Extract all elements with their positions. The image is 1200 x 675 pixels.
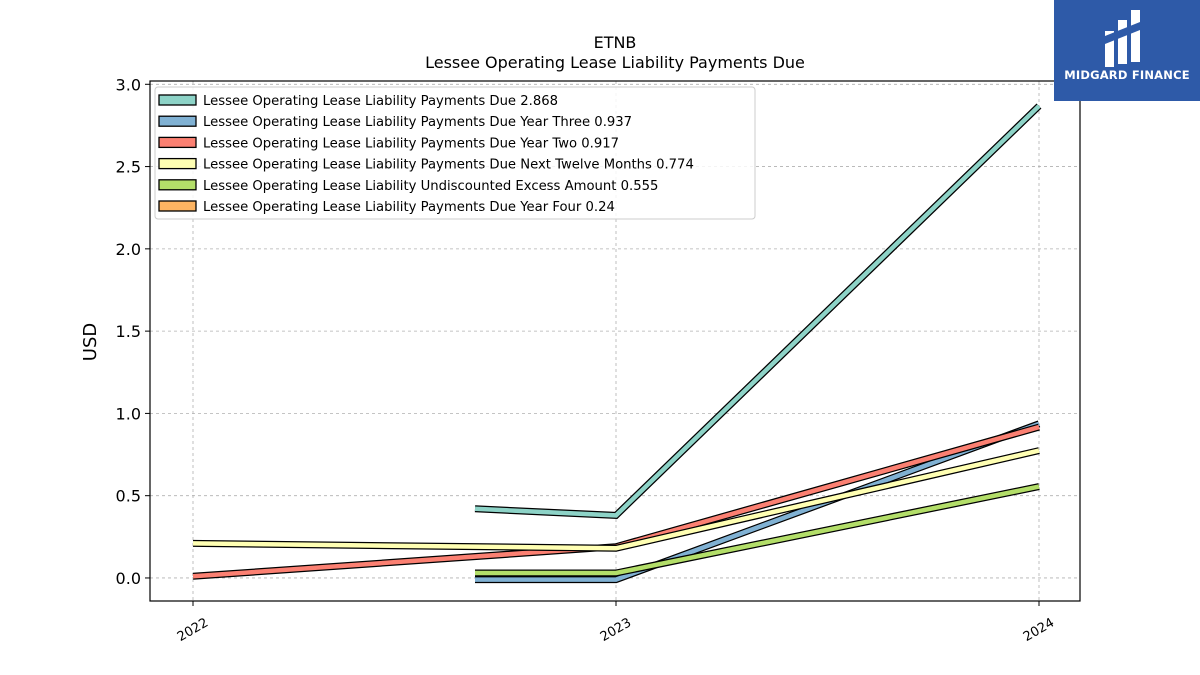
grid-lines [150,81,1080,601]
legend-label: Lessee Operating Lease Liability Payment… [203,158,694,173]
legend-label: Lessee Operating Lease Liability Payment… [203,115,632,130]
chart-title: ETNB [594,33,637,52]
brand-logo: MIDGARD FINANCE [1054,0,1200,101]
y-axis-ticks: 0.0 0.5 1.0 1.5 2.0 2.5 3.0 [116,75,150,588]
y-tick-label: 0.5 [116,487,141,506]
y-tick-label: 2.0 [116,240,141,259]
plot-frame [149,80,1081,602]
x-tick-label: 2023 [598,615,634,645]
y-axis-label: USD [80,323,101,361]
series-line [474,104,1041,518]
y-tick-label: 2.5 [116,158,141,177]
series-line [192,448,1040,551]
series-line [475,484,1040,576]
legend-label: Lessee Operating Lease Liability Payment… [203,200,615,215]
legend-swatch [158,136,197,149]
x-tick-label: 2024 [1021,615,1057,645]
x-axis-ticks: 2022 2023 2024 [175,601,1057,645]
x-tick-label: 2022 [175,615,211,645]
chart-subtitle: Lessee Operating Lease Liability Payment… [425,53,805,72]
y-tick-label: 1.0 [116,404,141,423]
legend-label: Lessee Operating Lease Liability Payment… [203,94,558,109]
legend-box [154,86,756,220]
y-tick-label: 1.5 [116,322,141,341]
legend: Lessee Operating Lease Liability Payment… [154,86,756,220]
series-lines [192,103,1042,584]
legend-swatch [158,115,197,127]
legend-label: Lessee Operating Lease Liability Payment… [203,136,619,151]
legend-swatch [158,157,197,170]
legend-swatch [158,179,197,191]
logo-text: MIDGARD FINANCE [1064,68,1190,82]
legend-swatch [158,200,197,212]
legend-label: Lessee Operating Lease Liability Undisco… [203,179,658,194]
logo-mark-icon [1105,10,1140,67]
series-line [475,421,1040,582]
legend-swatch [158,94,197,106]
y-tick-label: 3.0 [116,75,141,94]
y-tick-label: 0.0 [116,569,141,588]
